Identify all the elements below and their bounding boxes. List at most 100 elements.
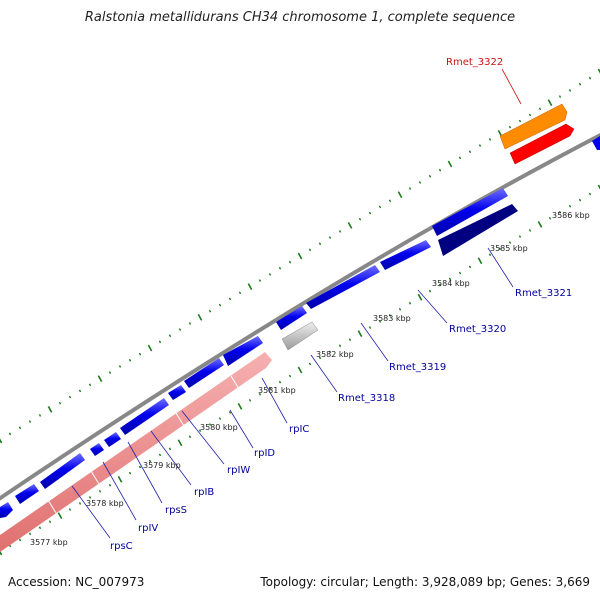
minor-tick [188, 435, 192, 439]
scale-label: 3580 kbp [200, 423, 238, 432]
major-tick [447, 160, 453, 168]
major-tick [237, 403, 243, 410]
minor-tick [318, 356, 322, 360]
major-tick [97, 375, 103, 383]
gene-label-rmet-3318: Rmet_3318 [338, 393, 395, 404]
minor-tick [88, 496, 92, 499]
minor-tick [458, 271, 462, 275]
gene-label-rmet-3321: Rmet_3321 [515, 288, 572, 299]
gene-label-rpsc: rpsC [110, 541, 133, 552]
minor-tick [388, 314, 392, 317]
inner-tick-ring [0, 184, 600, 556]
minor-tick [568, 89, 572, 92]
minor-tick [488, 138, 492, 141]
minor-tick [428, 289, 432, 293]
minor-tick [508, 125, 512, 129]
minor-tick [428, 174, 432, 178]
reverse-strand-band [0, 352, 272, 552]
minor-tick [378, 205, 382, 209]
minor-tick [278, 266, 282, 270]
major-tick [297, 366, 303, 374]
minor-tick [178, 328, 182, 331]
major-tick [247, 283, 253, 291]
minor-tick [388, 199, 392, 203]
minor-tick [468, 265, 472, 269]
minor-tick [328, 350, 332, 354]
gene-rmet-3318-feature [281, 321, 319, 351]
minor-tick [558, 210, 562, 214]
minor-tick [328, 236, 332, 239]
minor-tick [258, 392, 262, 396]
major-tick [537, 221, 543, 228]
minor-tick [588, 76, 592, 80]
minor-tick [538, 107, 542, 111]
scale-label: 3578 kbp [86, 499, 124, 508]
minor-tick [138, 352, 142, 356]
scale-label: 3581 kbp [258, 386, 296, 395]
minor-tick [518, 119, 522, 123]
major-tick [357, 330, 363, 337]
minor-tick [228, 297, 232, 301]
scale-label: 3586 kbp [552, 211, 590, 220]
minor-tick [238, 291, 242, 295]
forward-strand-genes [0, 188, 508, 518]
minor-tick [438, 283, 442, 287]
minor-tick [8, 432, 12, 436]
scale-label: 3585 kbp [490, 244, 528, 253]
gene-label-rmet-3320: Rmet_3320 [449, 324, 506, 335]
minor-tick [528, 229, 532, 232]
minor-tick [468, 150, 472, 154]
minor-tick [158, 340, 162, 344]
minor-tick [308, 362, 312, 366]
minor-tick [578, 198, 582, 202]
minor-tick [368, 211, 372, 215]
gene-label-rpss: rpsS [165, 505, 187, 516]
gene-label-rplv: rpIV [138, 523, 158, 534]
minor-tick [528, 113, 532, 117]
minor-tick [518, 235, 522, 238]
minor-tick [558, 95, 562, 98]
major-tick [0, 550, 3, 556]
minor-tick [98, 489, 102, 493]
minor-tick [58, 401, 62, 405]
scale-label: 3584 kbp [432, 279, 470, 288]
major-tick [417, 293, 423, 301]
gene-label-rmet-3322: Rmet_3322 [446, 57, 503, 68]
minor-tick [108, 483, 112, 487]
major-tick [0, 438, 3, 444]
minor-tick [78, 502, 82, 505]
minor-tick [188, 322, 192, 325]
minor-tick [168, 447, 172, 451]
minor-tick [508, 241, 512, 244]
major-tick [397, 191, 403, 199]
scale-label: 3583 kbp [373, 314, 411, 323]
minor-tick [318, 242, 322, 246]
minor-tick [158, 453, 162, 457]
minor-tick [568, 204, 572, 208]
minor-tick [128, 358, 132, 362]
minor-tick [368, 326, 372, 329]
minor-tick [128, 471, 132, 475]
minor-tick [398, 307, 402, 311]
accession-text: Accession: NC_007973 [8, 575, 145, 589]
major-tick [547, 99, 553, 107]
minor-tick [288, 260, 292, 264]
minor-tick [338, 230, 342, 233]
minor-tick [118, 365, 122, 368]
minor-tick [288, 374, 292, 378]
minor-tick [338, 344, 342, 348]
major-tick [57, 512, 63, 519]
minor-tick [488, 253, 492, 257]
minor-tick [38, 414, 42, 417]
label-leaders [71, 68, 522, 539]
minor-tick [28, 420, 32, 423]
scale-label: 3577 kbp [30, 538, 68, 547]
minor-tick [18, 426, 22, 430]
minor-tick [588, 192, 592, 196]
outer-tick-ring [0, 68, 600, 444]
map-title: Ralstonia metallidurans CH34 chromosome … [84, 10, 516, 25]
major-tick [117, 475, 123, 483]
minor-tick [478, 144, 482, 147]
minor-tick [228, 411, 232, 414]
